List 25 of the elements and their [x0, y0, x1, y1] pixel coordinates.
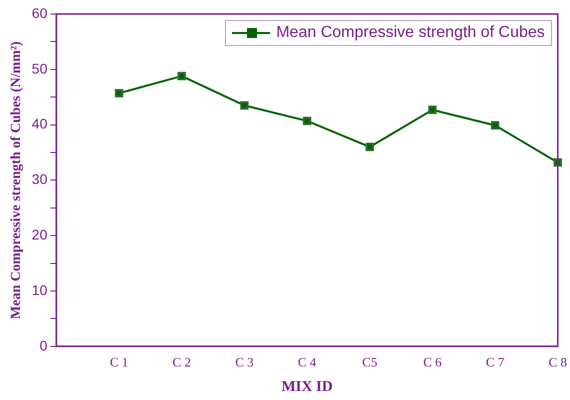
- legend-label: Mean Compressive strength of Cubes: [276, 24, 545, 42]
- y-tick-label: 50: [32, 60, 48, 76]
- point: [114, 89, 124, 98]
- y-tick-label: 60: [32, 4, 48, 21]
- x-tick-label: C 4: [298, 354, 317, 370]
- x-tick-label: C 6: [423, 354, 442, 370]
- point: [178, 72, 186, 80]
- point: [240, 101, 249, 110]
- x-axis-title: MIX ID: [281, 378, 333, 395]
- y-tick-label: 20: [32, 226, 48, 242]
- x-tick-label: C 3: [235, 354, 254, 370]
- x-tick-label: C 7: [486, 354, 505, 370]
- x-tick-label: C 2: [172, 354, 191, 370]
- x-tick-label: C 1: [110, 354, 128, 370]
- point: [428, 106, 437, 114]
- y-tick-label: 40: [32, 116, 48, 132]
- y-tick-label: 30: [32, 171, 48, 188]
- point: [366, 142, 374, 152]
- point: [302, 116, 312, 126]
- y-axis-title: Mean Compressive strength of Cubes (N/mm²): [9, 40, 24, 320]
- y-tick-label: 0: [40, 337, 48, 354]
- y-tick-label: 10: [32, 282, 48, 298]
- x-tick-label: C5: [362, 354, 378, 370]
- point: [490, 121, 500, 130]
- x-tick-label: C 8: [548, 354, 567, 370]
